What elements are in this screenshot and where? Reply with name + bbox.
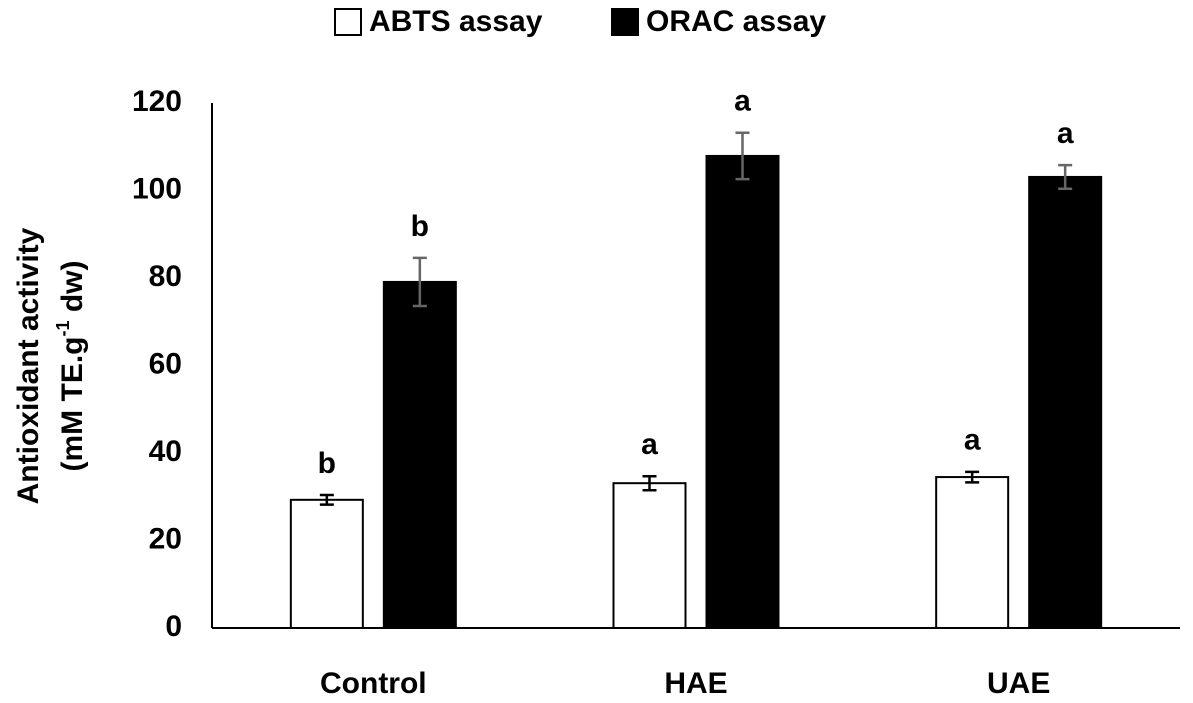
x-tick-label: HAE <box>664 667 727 700</box>
error-bar <box>412 256 427 308</box>
x-tick-label: UAE <box>987 667 1050 700</box>
y-tick-label: 40 <box>149 435 182 468</box>
y-axis-label: Antioxidant activity <box>12 227 45 504</box>
y-axis-label-part: dw) <box>56 260 89 320</box>
y-tick-label: 20 <box>149 522 182 555</box>
significance-letter: b <box>318 447 336 480</box>
y-tick-label: 80 <box>149 260 182 293</box>
significance-letter: a <box>964 424 981 457</box>
significance-letter: a <box>734 85 751 118</box>
bar <box>705 154 780 629</box>
bar <box>935 476 1010 629</box>
legend-label: ABTS assay <box>369 5 543 38</box>
y-axis-label-sup: -1 <box>53 320 73 336</box>
legend-swatch <box>334 8 362 36</box>
significance-letter: a <box>641 428 658 461</box>
legend-swatch <box>611 8 639 36</box>
y-axis-label-part: (mM TE.g <box>56 337 89 472</box>
legend-label: ORAC assay <box>646 5 826 38</box>
bar <box>382 280 457 629</box>
y-tick-label: 120 <box>132 85 182 118</box>
y-tick-label: 100 <box>132 172 182 205</box>
error-bar <box>319 493 334 506</box>
bar <box>612 482 687 629</box>
bar <box>289 498 364 629</box>
significance-letter: a <box>1057 117 1074 150</box>
x-tick-label: Control <box>320 667 427 700</box>
error-bar <box>735 131 750 181</box>
bar <box>1028 175 1103 629</box>
significance-letter: b <box>411 210 429 243</box>
error-bar <box>965 470 980 484</box>
y-tick-label: 0 <box>165 610 182 643</box>
error-bar <box>642 474 657 492</box>
y-tick-label: 60 <box>149 347 182 380</box>
y-axis-label: (mM TE.g-1 dw) <box>53 260 89 471</box>
error-bar <box>1058 163 1073 190</box>
